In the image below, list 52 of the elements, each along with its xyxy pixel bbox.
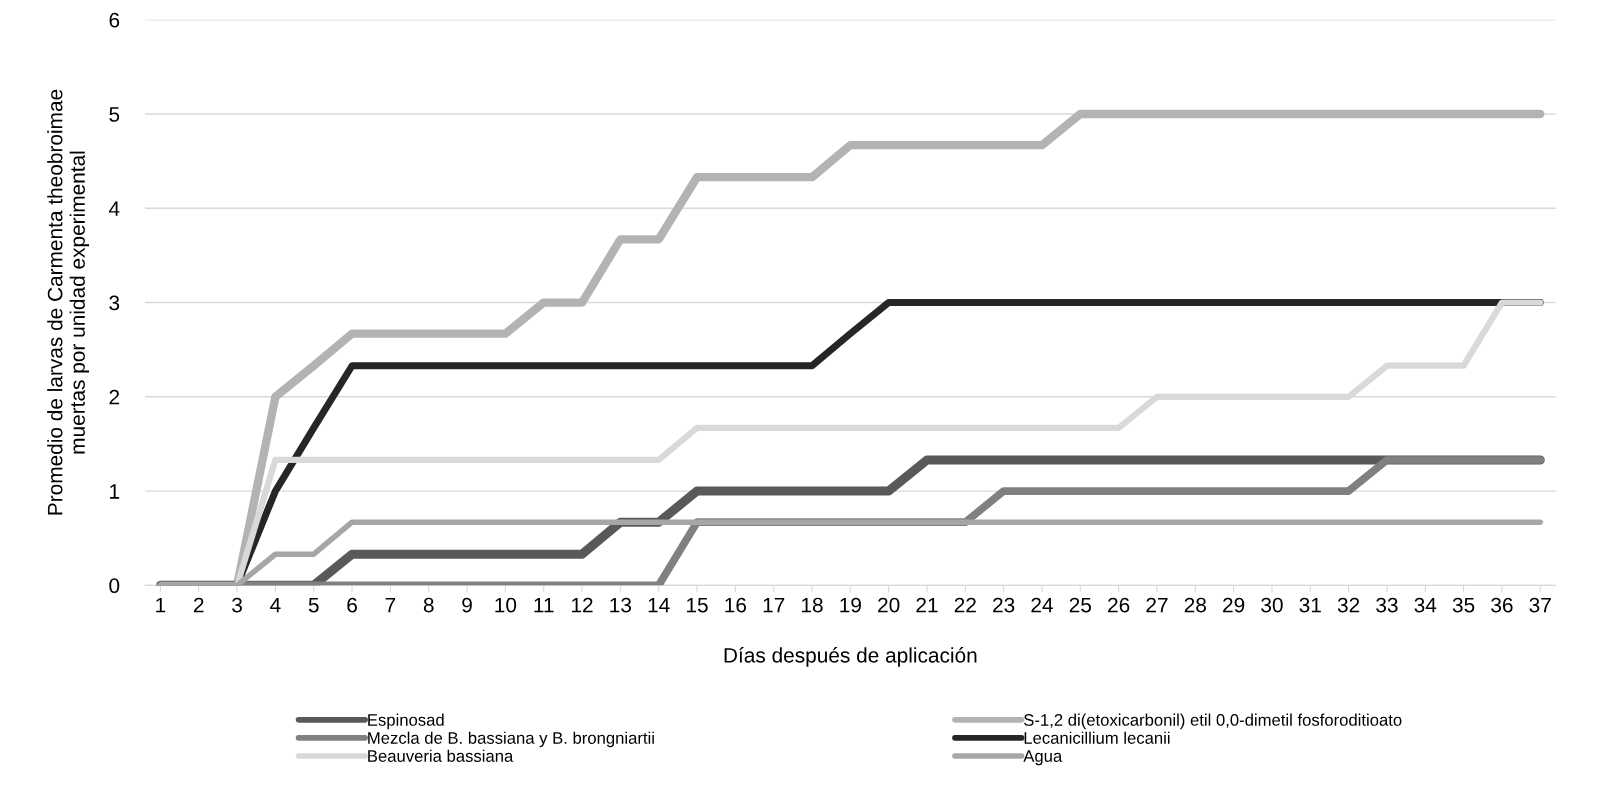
x-tick-label: 21 [916,597,938,613]
x-tick-label: 28 [1184,597,1206,613]
x-tick-label: 36 [1491,597,1513,613]
x-tick-label: 13 [610,597,632,613]
x-tick-label: 15 [687,597,708,613]
x-tick-label: 14 [648,597,670,613]
x-tick-label: 34 [1414,597,1437,613]
x-tick-label: 6 [347,597,357,613]
x-tick-label: 4 [270,597,281,613]
x-tick-label: 10 [495,597,517,613]
x-tick-label: 23 [993,597,1015,613]
x-tick-label: 35 [1452,597,1475,613]
x-tick-label: 17 [763,597,785,613]
y-tick-label: 1 [110,484,120,499]
x-tick-label: 37 [1529,597,1551,613]
legend-label: Mezcla de B. bassiana y B. brongniartii [368,731,654,748]
x-tick-label: 27 [1146,597,1168,613]
x-tick-label: 22 [954,597,976,613]
x-tick-label: 25 [1069,597,1092,613]
legend-label: Agua [1023,750,1063,766]
y-tick-label: 4 [108,201,120,216]
x-axis-title: Días después de aplicación [724,647,977,667]
x-tick-label: 11 [534,597,554,613]
legend-label: Espinosad [368,713,444,730]
x-tick-label: 20 [878,597,900,613]
x-tick-label: 12 [572,597,593,613]
x-tick-label: 32 [1337,597,1360,613]
y-tick-label: 0 [109,578,120,594]
x-tick-label: 18 [802,597,823,613]
x-tick-label: 3 [232,597,242,613]
x-tick-label: 29 [1223,597,1245,613]
x-tick-label: 7 [385,597,396,613]
x-tick-label: 26 [1108,597,1130,613]
x-tick-label: 33 [1376,597,1398,613]
legend-label: Beauveria bassiana [368,749,514,762]
x-tick-label: 31 [1299,597,1321,613]
x-tick-label: 24 [1031,597,1053,613]
x-tick-label: 9 [462,597,472,613]
legend-label: Lecanicillium lecanii [1024,731,1170,744]
x-tick-label: 5 [308,597,319,613]
y-tick-label: 2 [109,389,120,405]
x-tick-label: 16 [725,597,747,613]
x-tick-label: 2 [194,597,204,613]
legend-label: S-1,2 di(etoxicarbonil) etil 0,0-dimetil fosforoditioato [1024,713,1402,730]
x-tick-label: 19 [840,597,861,613]
y-axis-title: Promedio de larvas de Carmenta theobroimae muertas por unidad experimental [47,89,90,515]
x-tick-label: 30 [1261,597,1283,613]
y-tick-label: 6 [109,12,120,28]
y-tick-label: 5 [109,107,120,122]
y-tick-label: 3 [109,295,120,311]
x-tick-label: 8 [423,597,434,613]
x-tick-label: 1 [156,597,166,613]
